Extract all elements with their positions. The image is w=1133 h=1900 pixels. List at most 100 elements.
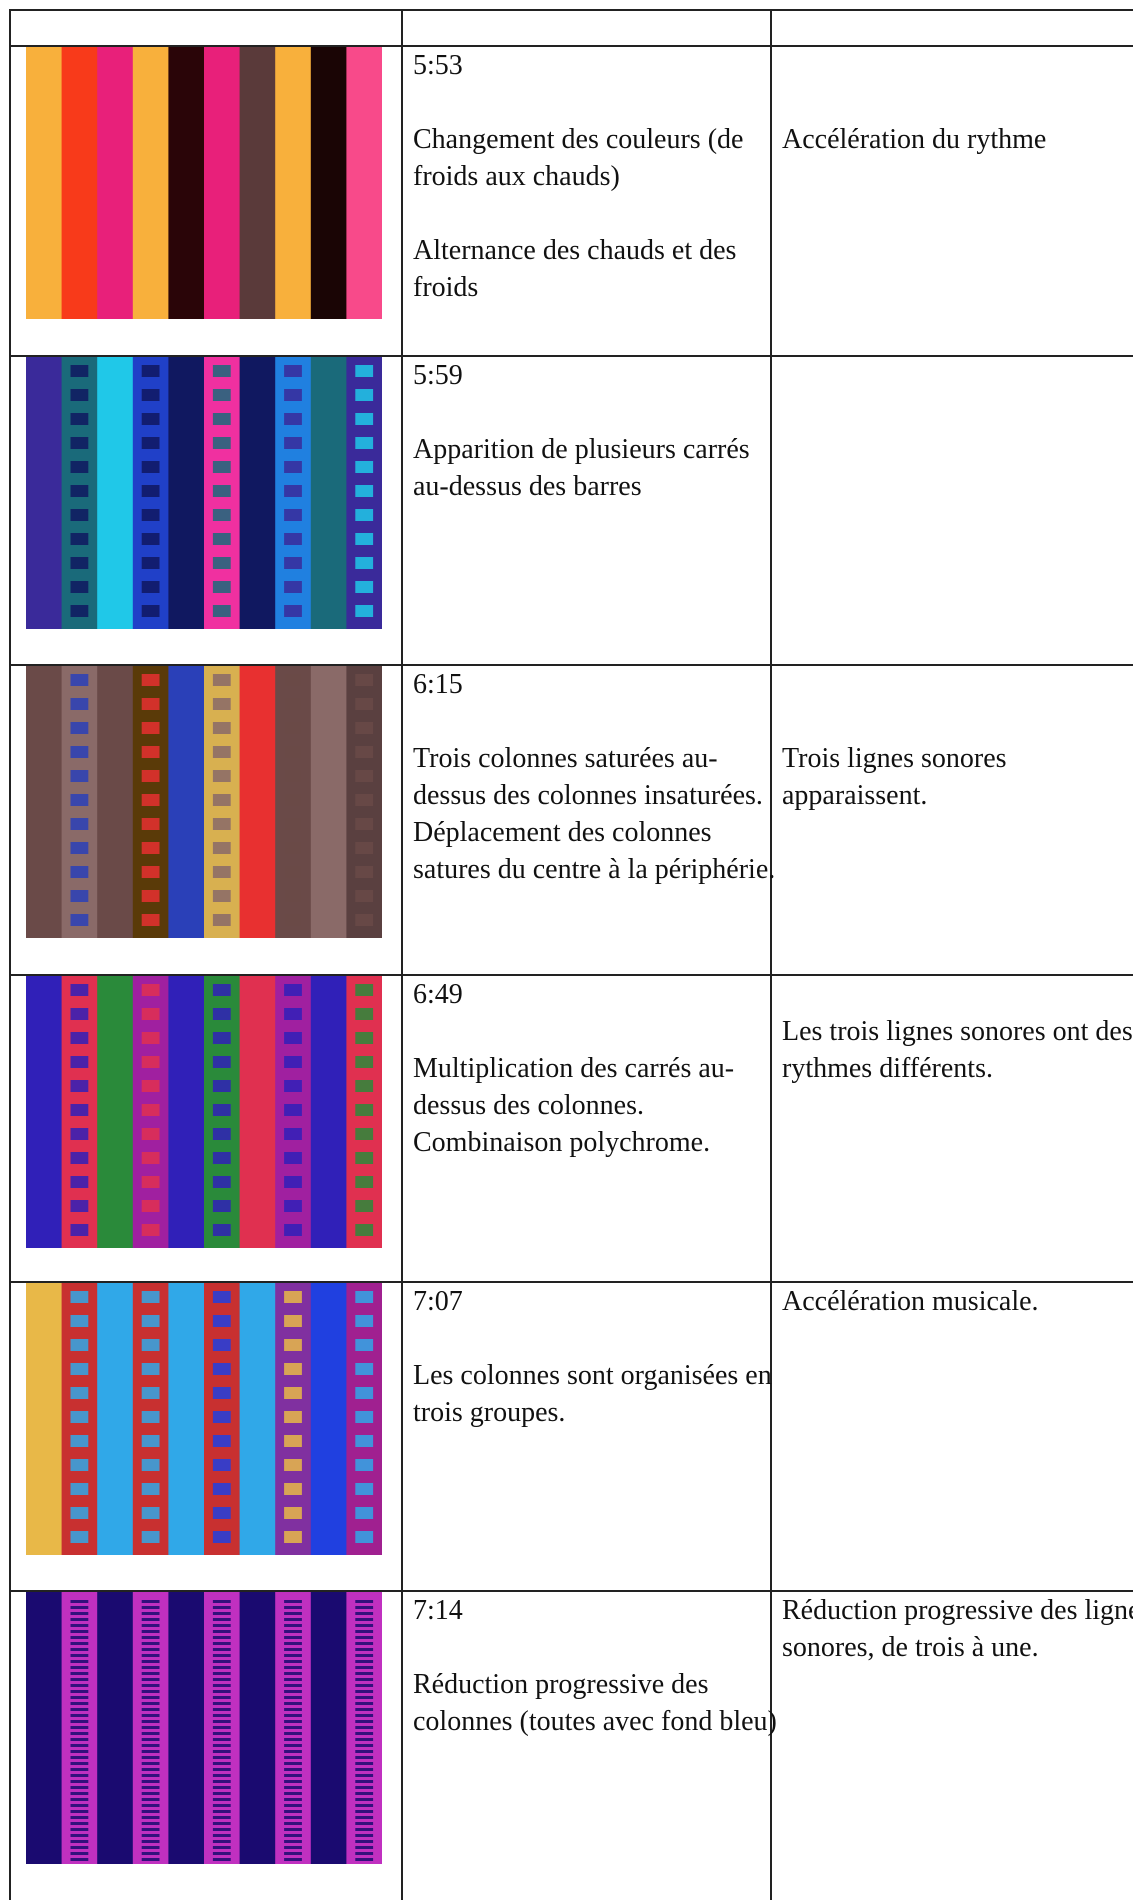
pattern <box>284 1750 302 1753</box>
stripe <box>168 976 205 1248</box>
stripe <box>310 1592 347 1864</box>
pattern <box>70 1056 89 1068</box>
pattern <box>141 698 160 710</box>
pattern <box>284 1660 302 1663</box>
pattern <box>70 581 89 593</box>
table-cell <box>770 664 1133 974</box>
pattern <box>212 1387 231 1399</box>
pattern <box>141 1411 160 1423</box>
pattern <box>141 1636 160 1639</box>
stripe <box>310 976 347 1248</box>
pattern <box>70 533 89 545</box>
pattern <box>212 1606 231 1609</box>
stripe <box>204 47 241 319</box>
description-cell: 7:07 Les colonnes sont organisées en troi… <box>401 1281 794 1468</box>
pattern <box>70 485 89 497</box>
pattern <box>141 437 160 449</box>
pattern <box>355 1507 374 1519</box>
table-cell <box>401 974 770 1281</box>
pattern <box>355 605 374 617</box>
pattern <box>141 485 160 497</box>
pattern <box>284 746 302 758</box>
stripe <box>310 666 347 938</box>
pattern <box>284 1690 302 1693</box>
pattern <box>355 1708 374 1711</box>
pattern <box>141 1128 160 1140</box>
pattern <box>212 1852 231 1855</box>
pattern <box>212 674 231 686</box>
pattern <box>212 1435 231 1447</box>
pattern <box>284 1714 302 1717</box>
pattern <box>141 1176 160 1188</box>
pattern <box>284 1768 302 1771</box>
pattern <box>284 1636 302 1639</box>
pattern <box>355 1176 374 1188</box>
pattern <box>141 1828 160 1831</box>
pattern <box>284 1224 302 1236</box>
pattern <box>284 1858 302 1861</box>
pattern <box>355 509 374 521</box>
pattern <box>141 842 160 854</box>
pattern <box>284 389 302 401</box>
pattern <box>141 1483 160 1495</box>
table-cell <box>9 974 401 1281</box>
pattern <box>355 1459 374 1471</box>
stripe <box>26 976 63 1248</box>
pattern <box>284 1339 302 1351</box>
table-cell <box>401 45 770 355</box>
pattern <box>355 698 374 710</box>
pattern <box>212 818 231 830</box>
pattern <box>70 1792 89 1795</box>
thumbnail <box>26 47 382 319</box>
pattern <box>284 1834 302 1837</box>
pattern <box>141 1339 160 1351</box>
pattern <box>212 509 231 521</box>
pattern <box>355 1786 374 1789</box>
pattern <box>284 1816 302 1819</box>
pattern <box>141 1834 160 1837</box>
pattern <box>355 1660 374 1663</box>
pattern <box>212 1858 231 1861</box>
pattern <box>355 1714 374 1717</box>
pattern <box>212 1630 231 1633</box>
pattern <box>284 1387 302 1399</box>
pattern <box>141 1618 160 1621</box>
pattern <box>141 509 160 521</box>
pattern <box>70 1654 89 1657</box>
pattern <box>284 1152 302 1164</box>
pattern <box>284 581 302 593</box>
pattern <box>355 1128 374 1140</box>
pattern <box>284 1642 302 1645</box>
pattern <box>70 1810 89 1813</box>
pattern <box>284 698 302 710</box>
sound: Accélération du rythme <box>782 124 1047 155</box>
pattern <box>70 1435 89 1447</box>
pattern <box>284 1684 302 1687</box>
pattern <box>212 1702 231 1705</box>
pattern <box>70 1660 89 1663</box>
pattern <box>212 1176 231 1188</box>
pattern <box>355 1834 374 1837</box>
pattern <box>212 1618 231 1621</box>
pattern <box>355 1606 374 1609</box>
pattern <box>355 746 374 758</box>
pattern <box>355 1690 374 1693</box>
pattern <box>70 413 89 425</box>
pattern <box>141 1080 160 1092</box>
pattern <box>212 1720 231 1723</box>
pattern <box>141 1435 160 1447</box>
pattern <box>141 1720 160 1723</box>
pattern <box>212 557 231 569</box>
pattern <box>355 533 374 545</box>
pattern <box>70 1726 89 1729</box>
pattern <box>141 581 160 593</box>
pattern <box>141 1032 160 1044</box>
timestamp: 7:14 <box>413 1595 463 1626</box>
pattern <box>355 1032 374 1044</box>
description-cell: 7:14 Réduction progressive des colonnes (… <box>401 1590 794 1777</box>
pattern <box>70 674 89 686</box>
description: Réduction progressive des colonnes (tout… <box>413 1669 777 1737</box>
pattern <box>70 984 89 996</box>
pattern <box>141 1531 160 1543</box>
pattern <box>141 1798 160 1801</box>
